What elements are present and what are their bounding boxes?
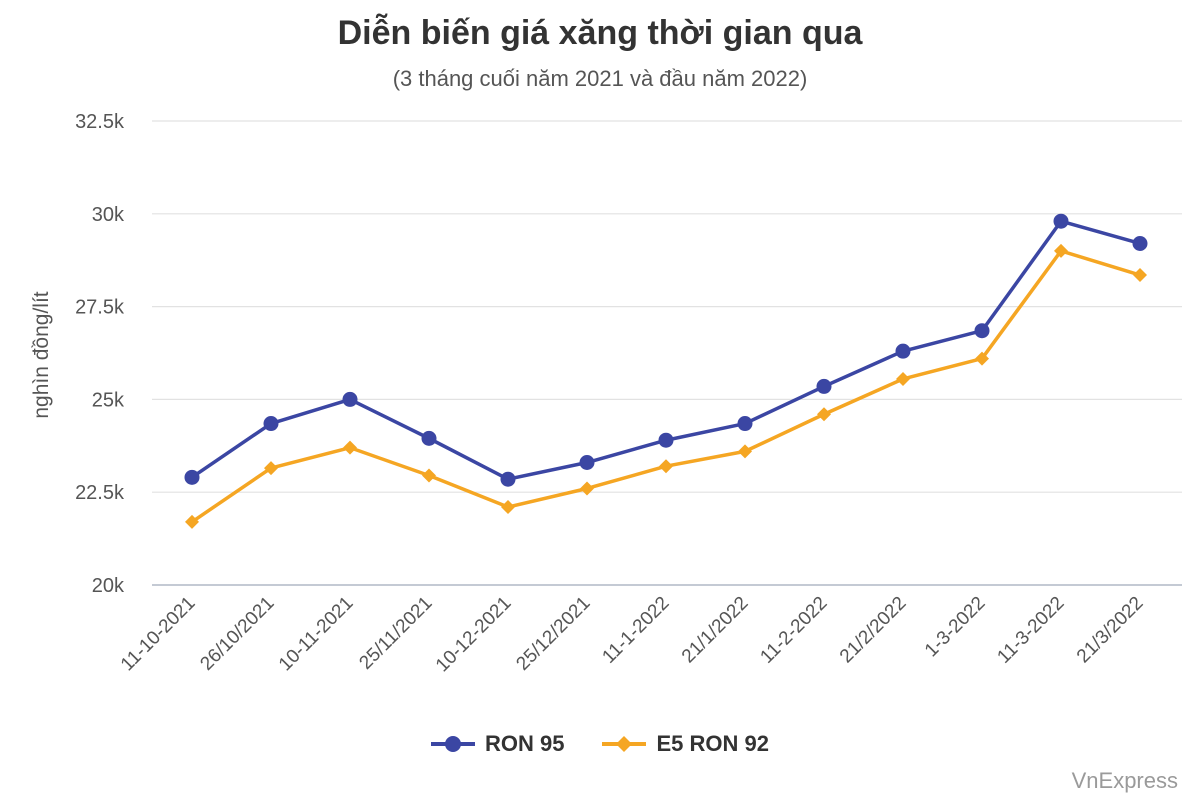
y-axis-label: nghìn đồng/lít — [30, 291, 53, 418]
data-point[interactable] — [1053, 213, 1069, 229]
series-ron95 — [184, 213, 1148, 487]
data-point[interactable] — [500, 471, 516, 487]
x-tick-label: 11-2-2022 — [756, 593, 831, 668]
data-point[interactable] — [501, 500, 515, 515]
circle-marker-icon — [431, 736, 475, 752]
y-tick-label: 27.5k — [75, 297, 125, 319]
y-axis-ticks: 20k 22.5k 25k 27.5k 30k 32.5k — [75, 111, 125, 597]
legend-item-e5ron92[interactable]: E5 RON 92 — [602, 731, 769, 757]
x-axis-ticks: 11-10-202126/10/202110-11-202125/11/2021… — [117, 593, 1148, 677]
y-tick-label: 20k — [92, 575, 125, 597]
gridlines — [152, 120, 1182, 586]
x-tick-label: 25/11/2021 — [355, 593, 436, 674]
data-point[interactable] — [737, 416, 753, 432]
data-point[interactable] — [264, 461, 278, 476]
x-tick-label: 26/10/2021 — [196, 593, 278, 675]
x-tick-label: 10-12-2021 — [432, 593, 516, 677]
x-tick-label: 10-11-2021 — [275, 593, 358, 676]
data-point[interactable] — [184, 469, 200, 485]
data-point[interactable] — [421, 430, 437, 446]
data-point[interactable] — [659, 459, 673, 474]
data-point[interactable] — [343, 440, 357, 455]
x-tick-label: 21/3/2022 — [1073, 593, 1148, 668]
legend: RON 95 E5 RON 92 — [0, 731, 1200, 757]
diamond-marker-icon — [602, 736, 647, 752]
data-point[interactable] — [1132, 235, 1148, 251]
y-tick-label: 32.5k — [75, 111, 125, 133]
x-tick-label: 11-3-2022 — [993, 593, 1068, 668]
x-tick-label: 21/1/2022 — [678, 593, 753, 668]
series-line — [191, 249, 1141, 524]
data-point[interactable] — [579, 455, 595, 471]
series-e5ron92 — [185, 243, 1147, 529]
data-point[interactable] — [1133, 268, 1147, 283]
data-point[interactable] — [738, 444, 752, 459]
y-tick-label: 25k — [92, 389, 125, 411]
data-point[interactable] — [974, 323, 990, 339]
data-point[interactable] — [817, 407, 831, 422]
data-point[interactable] — [895, 343, 911, 359]
chart-title: Diễn biến giá xăng thời gian qua — [337, 14, 863, 52]
x-tick-label: 1-3-2022 — [921, 593, 990, 662]
legend-label: E5 RON 92 — [656, 731, 769, 756]
data-point[interactable] — [658, 432, 674, 448]
chart-subtitle: (3 tháng cuối năm 2021 và đầu năm 2022) — [392, 66, 808, 91]
x-tick-label: 25/12/2021 — [512, 593, 594, 675]
x-tick-label: 21/2/2022 — [836, 593, 911, 668]
data-point[interactable] — [580, 481, 594, 496]
y-tick-label: 22.5k — [75, 482, 125, 504]
data-point[interactable] — [1054, 243, 1068, 258]
x-tick-label: 11-1-2022 — [598, 593, 673, 668]
data-point[interactable] — [816, 378, 832, 394]
data-point[interactable] — [422, 468, 436, 483]
x-tick-label: 11-10-2021 — [117, 593, 200, 676]
source-credit: VnExpress — [1071, 768, 1178, 793]
data-point[interactable] — [263, 416, 279, 432]
data-point[interactable] — [896, 371, 910, 386]
legend-item-ron95[interactable]: RON 95 — [431, 731, 564, 757]
data-point[interactable] — [185, 514, 199, 529]
series-group — [184, 213, 1148, 529]
data-point[interactable] — [975, 351, 989, 366]
y-tick-label: 30k — [92, 204, 125, 226]
data-point[interactable] — [342, 391, 358, 407]
legend-label: RON 95 — [485, 731, 565, 756]
